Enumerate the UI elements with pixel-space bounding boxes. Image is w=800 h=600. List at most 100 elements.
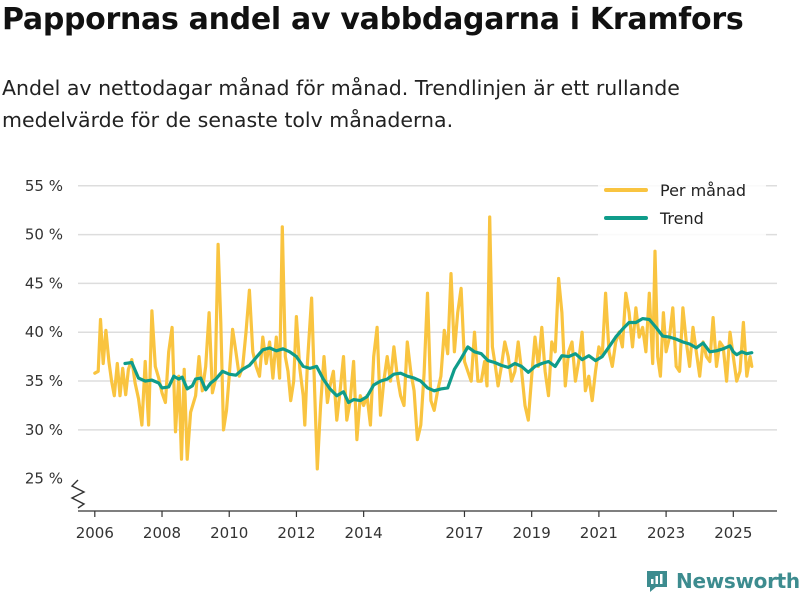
data-point bbox=[99, 318, 102, 321]
data-point bbox=[662, 311, 665, 314]
data-point bbox=[745, 352, 748, 355]
data-point bbox=[715, 365, 718, 368]
data-point bbox=[638, 335, 641, 339]
data-point bbox=[347, 401, 350, 404]
data-point bbox=[732, 355, 735, 358]
data-point bbox=[520, 365, 523, 368]
data-point bbox=[513, 362, 517, 365]
x-tick-label: 2006 bbox=[76, 524, 114, 542]
data-point bbox=[130, 358, 133, 361]
data-point bbox=[268, 340, 271, 344]
data-point bbox=[147, 423, 150, 427]
data-point bbox=[671, 306, 674, 309]
data-point bbox=[742, 321, 745, 324]
data-point bbox=[359, 394, 362, 397]
data-point bbox=[493, 361, 496, 364]
data-point bbox=[295, 355, 298, 358]
data-point bbox=[275, 349, 278, 352]
data-point bbox=[681, 306, 685, 309]
data-point bbox=[419, 423, 422, 427]
data-point bbox=[308, 367, 312, 370]
data-point bbox=[118, 394, 122, 397]
data-point bbox=[345, 418, 348, 422]
y-tick-label: 40 % bbox=[25, 323, 63, 341]
data-point bbox=[399, 372, 402, 375]
data-point bbox=[174, 430, 177, 433]
data-point bbox=[607, 350, 611, 353]
data-point bbox=[228, 373, 231, 376]
x-tick-label: 2023 bbox=[647, 524, 685, 542]
data-point bbox=[443, 329, 446, 332]
data-point bbox=[419, 379, 422, 383]
page-title: Pappornas andel av vabbdagarna i Kramfor… bbox=[2, 2, 744, 37]
data-point bbox=[750, 351, 753, 354]
data-point bbox=[550, 340, 553, 344]
brand-logo[interactable]: Newsworthy bbox=[644, 568, 800, 594]
data-point bbox=[466, 370, 469, 373]
data-point bbox=[748, 355, 752, 358]
data-point bbox=[177, 375, 180, 378]
data-point bbox=[560, 354, 564, 357]
data-point bbox=[463, 360, 466, 363]
x-axis: 2006 2008 2010 2012 2014 2017 2019 2021 2023 2025 bbox=[76, 510, 777, 542]
data-point bbox=[480, 379, 483, 383]
data-point bbox=[288, 350, 291, 353]
data-point bbox=[664, 350, 668, 353]
data-point bbox=[319, 404, 322, 407]
data-point bbox=[302, 365, 305, 368]
data-point bbox=[268, 346, 271, 350]
data-point bbox=[335, 394, 338, 397]
data-point bbox=[402, 404, 406, 407]
data-point bbox=[261, 335, 264, 339]
data-point bbox=[214, 377, 217, 381]
data-point bbox=[144, 360, 147, 363]
data-point bbox=[510, 379, 513, 383]
data-point bbox=[254, 356, 258, 359]
data-point bbox=[641, 326, 644, 329]
data-point bbox=[216, 243, 220, 246]
page-subtitle: Andel av nettodagar månad för månad. Tre… bbox=[2, 76, 680, 132]
series-line-trend bbox=[123, 317, 754, 405]
data-point bbox=[507, 355, 510, 358]
data-point bbox=[449, 272, 453, 275]
data-point bbox=[722, 347, 725, 350]
data-point bbox=[181, 376, 184, 379]
data-point bbox=[644, 350, 648, 353]
data-point bbox=[651, 362, 654, 365]
data-point bbox=[177, 377, 180, 381]
data-point bbox=[180, 458, 183, 461]
data-point bbox=[678, 370, 681, 373]
data-point bbox=[661, 334, 664, 338]
x-tick-label: 2008 bbox=[143, 524, 181, 542]
data-point bbox=[124, 393, 127, 396]
data-point bbox=[295, 315, 298, 318]
data-point bbox=[186, 458, 189, 461]
legend-background bbox=[598, 176, 766, 238]
data-point bbox=[715, 349, 718, 352]
data-point bbox=[225, 409, 228, 412]
data-point bbox=[102, 362, 105, 365]
data-point bbox=[137, 397, 140, 400]
data-point bbox=[221, 370, 224, 373]
series-line-per-m-nad bbox=[93, 215, 754, 471]
data-point bbox=[426, 386, 429, 390]
y-tick-label: 35 % bbox=[25, 372, 63, 390]
data-point bbox=[379, 379, 382, 383]
data-point bbox=[527, 418, 530, 422]
x-tick-label: 2025 bbox=[714, 524, 752, 542]
data-point bbox=[406, 340, 409, 344]
data-point bbox=[306, 360, 309, 363]
data-point bbox=[322, 355, 326, 358]
data-point bbox=[302, 394, 305, 397]
data-point bbox=[688, 342, 691, 346]
data-point bbox=[631, 345, 634, 349]
data-point bbox=[570, 340, 574, 344]
data-point bbox=[653, 250, 657, 253]
data-point bbox=[234, 350, 238, 353]
data-point bbox=[248, 289, 251, 292]
data-point bbox=[164, 401, 167, 404]
data-point bbox=[284, 355, 287, 358]
data-point bbox=[750, 365, 753, 368]
data-point bbox=[194, 377, 197, 381]
